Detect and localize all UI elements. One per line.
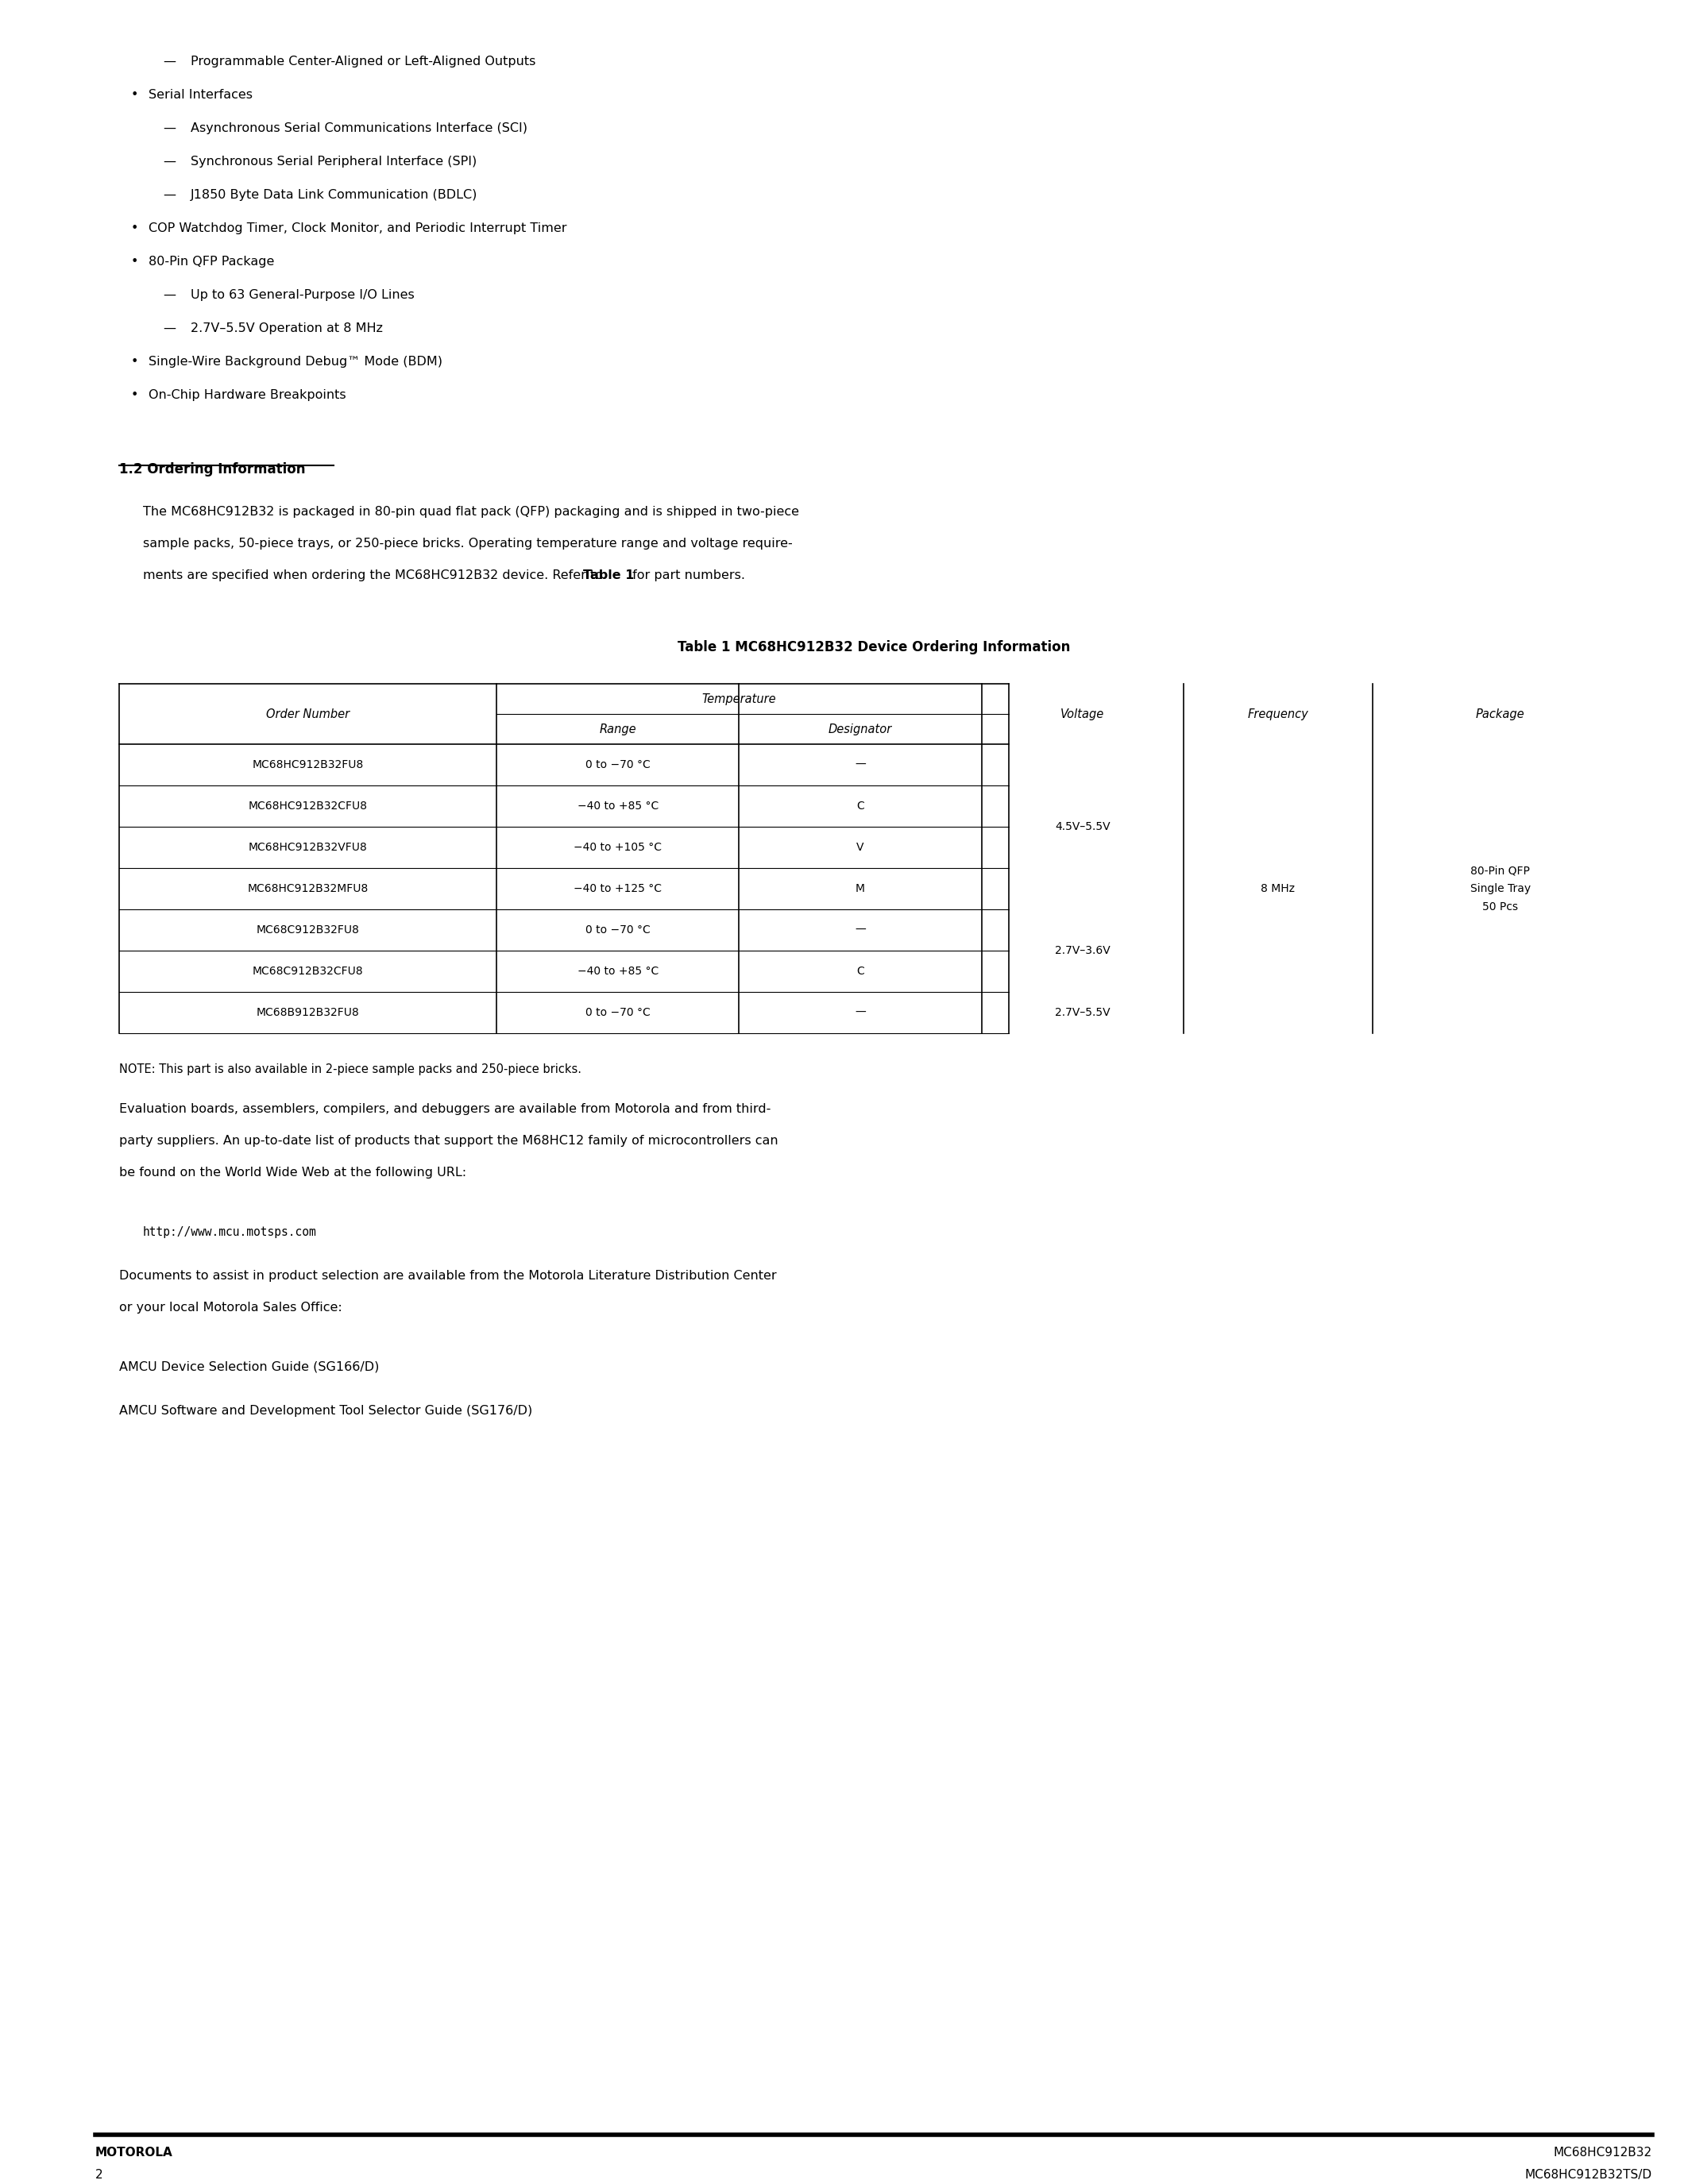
Text: be found on the World Wide Web at the following URL:: be found on the World Wide Web at the fo… — [120, 1166, 466, 1179]
Text: MC68HC912B32VFU8: MC68HC912B32VFU8 — [248, 843, 368, 854]
Text: 4.5V–5.5V: 4.5V–5.5V — [1055, 821, 1111, 832]
Text: MOTOROLA: MOTOROLA — [95, 2147, 172, 2158]
Text: —: — — [854, 760, 866, 771]
Text: Table 1 MC68HC912B32 Device Ordering Information: Table 1 MC68HC912B32 Device Ordering Inf… — [677, 640, 1070, 655]
Text: http://www.mcu.motsps.com: http://www.mcu.motsps.com — [143, 1225, 317, 1238]
Text: —: — — [162, 122, 176, 133]
Text: 2.7V–3.6V: 2.7V–3.6V — [1055, 946, 1111, 957]
Text: Programmable Center-Aligned or Left-Aligned Outputs: Programmable Center-Aligned or Left-Alig… — [191, 55, 535, 68]
Text: —: — — [162, 55, 176, 68]
Text: MC68B912B32FU8: MC68B912B32FU8 — [257, 1007, 360, 1018]
Text: MC68HC912B32TS/D: MC68HC912B32TS/D — [1524, 2169, 1653, 2182]
Text: −40 to +125 °C: −40 to +125 °C — [574, 882, 662, 895]
Text: •: • — [132, 223, 138, 234]
Text: sample packs, 50-piece trays, or 250-piece bricks. Operating temperature range a: sample packs, 50-piece trays, or 250-pie… — [143, 537, 793, 548]
Text: Order Number: Order Number — [267, 708, 349, 721]
Text: Frequency: Frequency — [1247, 708, 1308, 721]
Text: −40 to +85 °C: −40 to +85 °C — [577, 802, 658, 812]
Text: MC68C912B32CFU8: MC68C912B32CFU8 — [253, 965, 363, 976]
Text: AMCU Software and Development Tool Selector Guide (SG176/D): AMCU Software and Development Tool Selec… — [120, 1404, 532, 1417]
Text: 0 to −70 °C: 0 to −70 °C — [586, 760, 650, 771]
Text: V: V — [856, 843, 864, 854]
Text: Documents to assist in product selection are available from the Motorola Literat: Documents to assist in product selection… — [120, 1269, 776, 1282]
Text: —: — — [162, 288, 176, 301]
Text: •: • — [132, 389, 138, 402]
Text: 2.7V–5.5V: 2.7V–5.5V — [1055, 1007, 1111, 1018]
Text: J1850 Byte Data Link Communication (BDLC): J1850 Byte Data Link Communication (BDLC… — [191, 188, 478, 201]
Text: —: — — [854, 1007, 866, 1018]
Text: —: — — [854, 924, 866, 935]
Text: Serial Interfaces: Serial Interfaces — [149, 90, 253, 100]
Text: −40 to +105 °C: −40 to +105 °C — [574, 843, 662, 854]
Text: 80-Pin QFP Package: 80-Pin QFP Package — [149, 256, 275, 266]
Text: —: — — [162, 188, 176, 201]
Text: MC68HC912B32FU8: MC68HC912B32FU8 — [252, 760, 363, 771]
Text: MC68HC912B32MFU8: MC68HC912B32MFU8 — [248, 882, 368, 895]
Text: C: C — [856, 965, 864, 976]
Text: Range: Range — [599, 723, 636, 736]
Text: Temperature: Temperature — [702, 692, 776, 705]
Text: Designator: Designator — [829, 723, 893, 736]
Text: for part numbers.: for part numbers. — [628, 570, 744, 581]
Text: On-Chip Hardware Breakpoints: On-Chip Hardware Breakpoints — [149, 389, 346, 402]
Text: 80-Pin QFP
Single Tray
50 Pcs: 80-Pin QFP Single Tray 50 Pcs — [1470, 865, 1531, 913]
Text: •: • — [132, 356, 138, 367]
Text: Voltage: Voltage — [1060, 708, 1104, 721]
Text: Table 1: Table 1 — [582, 570, 635, 581]
Text: •: • — [132, 256, 138, 266]
Text: Package: Package — [1475, 708, 1524, 721]
Text: 0 to −70 °C: 0 to −70 °C — [586, 1007, 650, 1018]
Text: Up to 63 General-Purpose I/O Lines: Up to 63 General-Purpose I/O Lines — [191, 288, 415, 301]
Text: —: — — [162, 155, 176, 168]
Text: Synchronous Serial Peripheral Interface (SPI): Synchronous Serial Peripheral Interface … — [191, 155, 476, 168]
Text: Asynchronous Serial Communications Interface (SCI): Asynchronous Serial Communications Inter… — [191, 122, 527, 133]
Text: ments are specified when ordering the MC68HC912B32 device. Refer to: ments are specified when ordering the MC… — [143, 570, 608, 581]
Text: 0 to −70 °C: 0 to −70 °C — [586, 924, 650, 935]
Text: NOTE: This part is also available in 2-piece sample packs and 250-piece bricks.: NOTE: This part is also available in 2-p… — [120, 1064, 581, 1075]
Text: M: M — [856, 882, 864, 895]
Text: MC68HC912B32: MC68HC912B32 — [1553, 2147, 1653, 2158]
Text: −40 to +85 °C: −40 to +85 °C — [577, 965, 658, 976]
Text: or your local Motorola Sales Office:: or your local Motorola Sales Office: — [120, 1302, 343, 1313]
Text: Evaluation boards, assemblers, compilers, and debuggers are available from Motor: Evaluation boards, assemblers, compilers… — [120, 1103, 771, 1116]
Text: 8 MHz: 8 MHz — [1261, 882, 1295, 895]
Text: The MC68HC912B32 is packaged in 80-pin quad flat pack (QFP) packaging and is shi: The MC68HC912B32 is packaged in 80-pin q… — [143, 505, 798, 518]
Text: MC68C912B32FU8: MC68C912B32FU8 — [257, 924, 360, 935]
Text: 2.7V–5.5V Operation at 8 MHz: 2.7V–5.5V Operation at 8 MHz — [191, 323, 383, 334]
Text: COP Watchdog Timer, Clock Monitor, and Periodic Interrupt Timer: COP Watchdog Timer, Clock Monitor, and P… — [149, 223, 567, 234]
Text: 2: 2 — [95, 2169, 103, 2182]
Text: MC68HC912B32CFU8: MC68HC912B32CFU8 — [248, 802, 368, 812]
Text: —: — — [162, 323, 176, 334]
Text: C: C — [856, 802, 864, 812]
Text: party suppliers. An up-to-date list of products that support the M68HC12 family : party suppliers. An up-to-date list of p… — [120, 1136, 778, 1147]
Text: Single-Wire Background Debug™ Mode (BDM): Single-Wire Background Debug™ Mode (BDM) — [149, 356, 442, 367]
Text: •: • — [132, 90, 138, 100]
Text: 1.2 Ordering Information: 1.2 Ordering Information — [120, 461, 306, 476]
Text: AMCU Device Selection Guide (SG166/D): AMCU Device Selection Guide (SG166/D) — [120, 1361, 380, 1374]
